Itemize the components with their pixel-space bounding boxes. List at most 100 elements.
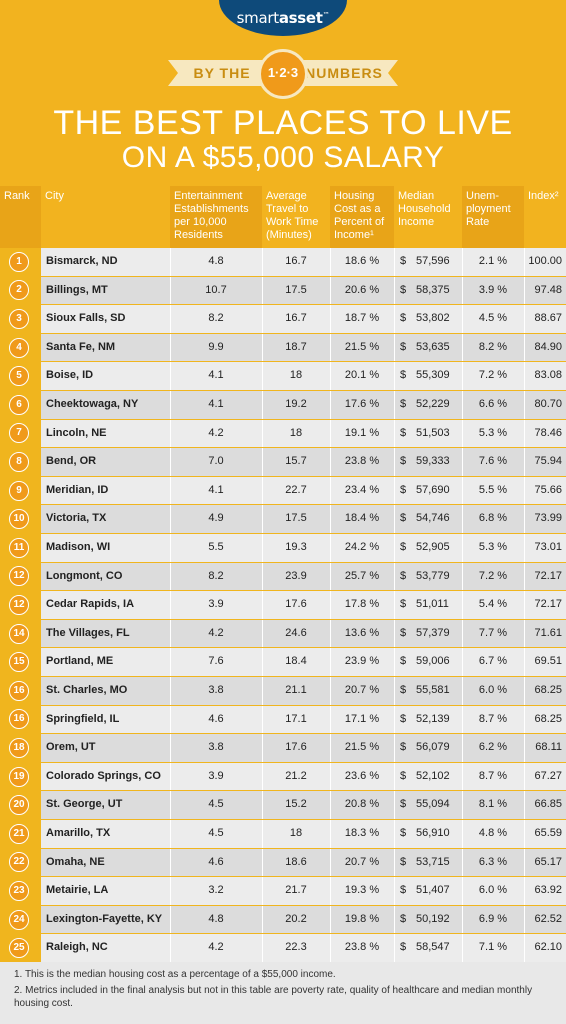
table-row: 23 Metairie, LA 3.2 21.7 19.3 % $51,407 6.0 % 6… bbox=[0, 877, 566, 905]
column-divider bbox=[524, 877, 525, 905]
column-header-income: Median Household Income bbox=[394, 186, 462, 248]
entertainment-cell: 5.5 bbox=[208, 541, 224, 553]
column-divider bbox=[170, 448, 171, 476]
column-divider bbox=[330, 305, 331, 333]
rank-cell: 18 bbox=[0, 734, 41, 762]
currency-symbol: $ bbox=[400, 798, 407, 811]
index-cell: 78.46 bbox=[534, 426, 562, 439]
column-divider bbox=[170, 505, 171, 533]
housing-cell: 18.7 % bbox=[344, 312, 380, 325]
currency-symbol: $ bbox=[400, 884, 407, 897]
entertainment-cell: 8.2 bbox=[208, 569, 224, 582]
income-value: 52,229 bbox=[416, 398, 450, 410]
currency-symbol: $ bbox=[400, 912, 407, 925]
index-cell: 69.51 bbox=[534, 655, 562, 668]
column-divider bbox=[330, 734, 331, 762]
column-divider bbox=[262, 276, 263, 305]
travel-cell: 23.9 bbox=[285, 569, 307, 582]
column-divider bbox=[262, 534, 263, 562]
column-divider bbox=[394, 448, 395, 476]
column-divider bbox=[462, 333, 463, 362]
column-divider bbox=[524, 448, 525, 476]
currency-symbol: $ bbox=[400, 398, 407, 410]
column-divider bbox=[462, 534, 463, 562]
column-divider bbox=[262, 734, 263, 762]
column-divider bbox=[394, 791, 395, 819]
column-divider bbox=[462, 734, 463, 762]
table-row: 16 St. Charles, MO 3.8 21.1 20.7 % $55,581 6.0… bbox=[0, 677, 566, 705]
rank-cell: 8 bbox=[0, 448, 41, 476]
rank-badge: 18 bbox=[9, 737, 29, 758]
entertainment-cell: 4.8 bbox=[208, 255, 224, 267]
footnotes: 1. This is the median housing cost as a … bbox=[0, 962, 566, 1024]
brand-logo: smartasset™ bbox=[219, 0, 347, 36]
column-divider bbox=[170, 476, 171, 505]
infographic-header: smartasset™ BY THE NUMBERS 1·2·3 THE BES… bbox=[0, 0, 566, 186]
column-divider bbox=[394, 362, 395, 390]
index-cell: 68.11 bbox=[535, 741, 562, 754]
rank-badge: 16 bbox=[9, 680, 29, 701]
column-header-entertainment: Entertainment Establishments per 10,000 … bbox=[170, 186, 262, 248]
unemployment-cell: 8.1 % bbox=[478, 798, 508, 811]
column-divider bbox=[170, 820, 171, 848]
travel-cell: 15.7 bbox=[285, 455, 307, 468]
income-cell: $52,905 bbox=[394, 534, 462, 562]
index-cell: 68.25 bbox=[534, 712, 562, 725]
income-value: 52,139 bbox=[416, 712, 450, 725]
housing-cell: 18.4 % bbox=[344, 512, 380, 525]
column-divider bbox=[524, 305, 525, 333]
city-cell: Madison, WI bbox=[46, 541, 111, 553]
column-divider bbox=[170, 705, 171, 734]
column-divider bbox=[524, 820, 525, 848]
column-divider bbox=[394, 391, 395, 419]
column-divider bbox=[462, 391, 463, 419]
income-value: 53,635 bbox=[416, 340, 450, 353]
entertainment-cell: 4.1 bbox=[208, 483, 224, 496]
income-cell: $51,407 bbox=[394, 877, 462, 905]
income-value: 56,910 bbox=[416, 827, 450, 839]
unemployment-cell: 8.7 % bbox=[478, 712, 508, 725]
income-value: 53,715 bbox=[416, 855, 450, 868]
rank-cell: 16 bbox=[0, 705, 41, 734]
travel-cell: 18 bbox=[289, 369, 303, 382]
table-row: 18 Orem, UT 3.8 17.6 21.5 % $56,079 6.2 % 68.11 bbox=[0, 734, 566, 762]
housing-cell: 17.6 % bbox=[344, 398, 380, 410]
table-row: 2 Billings, MT 10.7 17.5 20.6 % $58,375 3.9 % 9… bbox=[0, 276, 566, 305]
housing-cell: 13.6 % bbox=[344, 626, 380, 639]
entertainment-cell: 4.1 bbox=[208, 398, 224, 410]
rank-cell: 12 bbox=[0, 591, 41, 619]
index-cell: 75.94 bbox=[534, 455, 562, 468]
income-value: 58,375 bbox=[416, 283, 450, 296]
column-divider bbox=[330, 362, 331, 390]
housing-cell: 20.7 % bbox=[344, 684, 380, 696]
unemployment-cell: 4.5 % bbox=[478, 312, 508, 325]
rank-cell: 3 bbox=[0, 305, 41, 333]
housing-cell: 20.6 % bbox=[344, 283, 380, 296]
column-divider bbox=[170, 248, 171, 276]
housing-cell: 23.9 % bbox=[344, 655, 380, 668]
income-cell: $51,011 bbox=[394, 591, 462, 619]
rank-badge: 11 bbox=[9, 537, 29, 558]
housing-cell: 17.8 % bbox=[344, 598, 380, 611]
column-divider bbox=[330, 448, 331, 476]
column-divider bbox=[394, 934, 395, 962]
index-cell: 65.59 bbox=[534, 827, 562, 839]
housing-cell: 24.2 % bbox=[344, 541, 380, 553]
column-divider bbox=[330, 333, 331, 362]
entertainment-cell: 3.2 bbox=[208, 884, 224, 897]
city-cell: Omaha, NE bbox=[46, 855, 105, 868]
table-row: 20 St. George, UT 4.5 15.2 20.8 % $55,094 8.1 … bbox=[0, 791, 566, 819]
column-divider bbox=[394, 591, 395, 619]
income-cell: $55,581 bbox=[394, 677, 462, 705]
table-row: 1 Bismarck, ND 4.8 16.7 18.6 % $57,596 2.1 % 10… bbox=[0, 248, 566, 276]
column-divider bbox=[524, 791, 525, 819]
housing-cell: 20.1 % bbox=[344, 369, 380, 382]
entertainment-cell: 4.5 bbox=[208, 798, 224, 811]
income-value: 56,079 bbox=[416, 741, 450, 754]
rank-badge: 20 bbox=[9, 795, 29, 816]
table-row: 22 Omaha, NE 4.6 18.6 20.7 % $53,715 6.3 % 65.1… bbox=[0, 848, 566, 877]
currency-symbol: $ bbox=[400, 598, 407, 611]
income-value: 53,779 bbox=[416, 569, 450, 582]
travel-cell: 16.7 bbox=[285, 255, 307, 267]
column-divider bbox=[330, 848, 331, 877]
